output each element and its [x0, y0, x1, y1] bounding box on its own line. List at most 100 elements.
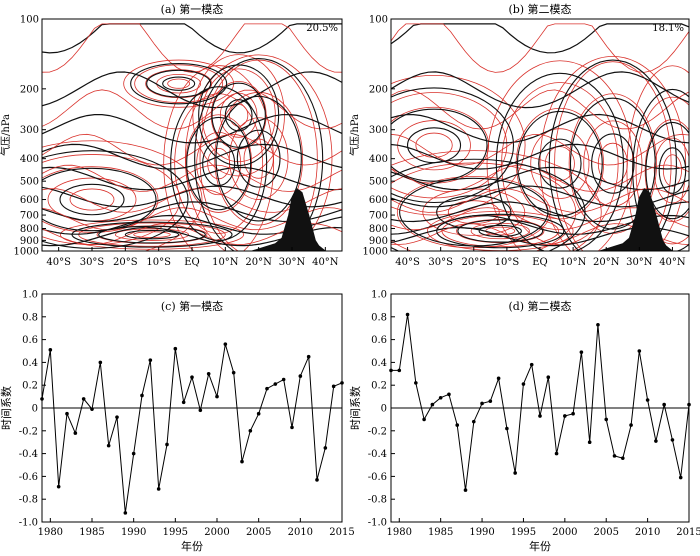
- a-red-contour: [167, 78, 191, 89]
- b-x-tick-label: 20°S: [461, 257, 486, 268]
- c-data-point: [290, 425, 294, 430]
- c-data-point: [131, 451, 136, 456]
- c-x-tick-label: 2000: [204, 527, 229, 538]
- c-x-tick-label: 1985: [79, 527, 104, 538]
- d-data-point: [480, 401, 484, 406]
- b-x-tick-label: 30°N: [626, 257, 653, 268]
- d-y-tick-label: 0.2: [371, 381, 387, 392]
- b-y-tick-label: 600: [369, 195, 388, 206]
- c-y-tick-label: 0: [32, 404, 38, 415]
- b-red-contour: [662, 154, 682, 187]
- a-red-contour: [229, 103, 249, 127]
- d-data-point: [645, 398, 650, 402]
- a-black-vortex: [170, 86, 268, 242]
- panel-a-streamlines: [42, 23, 342, 251]
- a-red-contour: [184, 54, 333, 251]
- b-black-vortex: [478, 224, 523, 238]
- c-data-point: [65, 411, 69, 416]
- a-black-vortex: [236, 129, 281, 188]
- d-y-tick-label: -0.4: [368, 449, 387, 460]
- streamline-panel-a: (a) 第一模态 20.5% 100 200 300 400 500 600 700 8009…: [0, 2, 343, 268]
- b-red-contour: [485, 226, 516, 236]
- a-x-tick-label: 30°N: [279, 257, 306, 268]
- panel-b-y-label: 气压/hPa: [348, 114, 361, 156]
- panel-c-x-label: 年份: [181, 539, 203, 553]
- c-x-tick-label: 2015: [329, 527, 354, 538]
- b-y-tick-label: 1000: [363, 247, 388, 258]
- d-data-point: [397, 368, 402, 373]
- c-data-point: [140, 393, 144, 398]
- d-data-point: [563, 414, 567, 418]
- panel-c-plot: [40, 342, 344, 515]
- a-x-tick-label: EQ: [184, 257, 200, 268]
- a-black-vortex: [215, 95, 302, 222]
- a-black-vortex: [194, 58, 324, 251]
- a-y-tick-label: 900: [20, 236, 39, 247]
- panel-c-title: (c) 第一模态: [161, 299, 223, 313]
- c-x-tick-label: 2005: [246, 527, 271, 538]
- d-data-point: [463, 488, 468, 492]
- b-black-vortex: [538, 138, 582, 189]
- a-black-vortex: [59, 183, 125, 216]
- b-black-streamline: [391, 23, 689, 54]
- a-black-streamline: [42, 71, 342, 109]
- panel-d-plot: [389, 312, 691, 492]
- b-black-vortex: [391, 87, 515, 204]
- panel-d-x-axis: 1980 1985 1990 1995 2000 2005 2010 2015: [387, 518, 700, 538]
- a-black-vortex: [130, 62, 228, 105]
- c-y-tick-label: -1.0: [19, 518, 38, 529]
- panel-a-title: (a) 第一模态: [161, 2, 224, 16]
- a-black-vortex: [198, 64, 280, 167]
- c-data-point: [248, 429, 253, 433]
- a-red-contour: [123, 59, 235, 108]
- d-y-tick-label: 0.8: [371, 312, 387, 323]
- c-y-tick-label: -0.2: [19, 426, 38, 437]
- d-y-tick-label: 0: [381, 404, 387, 415]
- a-black-vortex: [71, 221, 233, 248]
- d-x-tick-label: 2000: [552, 527, 577, 538]
- c-x-tick-label: 1995: [163, 527, 188, 538]
- b-red-contour: [653, 137, 689, 204]
- d-y-tick-label: -1.0: [368, 518, 387, 529]
- c-data-point: [156, 487, 161, 491]
- c-data-point: [48, 348, 53, 352]
- b-red-contour: [539, 56, 687, 251]
- panel-d-title: (d) 第二模态: [508, 299, 571, 313]
- d-x-tick-label: 1990: [469, 527, 494, 538]
- c-data-point: [281, 377, 286, 382]
- d-x-tick-label: 2010: [635, 527, 660, 538]
- b-x-tick-label: 20°N: [593, 257, 620, 268]
- c-data-point: [256, 411, 261, 416]
- c-x-tick-label: 2010: [288, 527, 313, 538]
- d-data-point: [414, 381, 418, 385]
- c-y-tick-label: 1.0: [22, 290, 38, 301]
- panel-c-y-label: 时间系数: [0, 386, 13, 430]
- b-red-contour: [391, 92, 508, 199]
- b-red-streamline: [391, 188, 689, 213]
- a-red-contour: [163, 65, 275, 251]
- c-x-tick-label: 1990: [121, 527, 146, 538]
- b-black-vortex: [407, 127, 462, 164]
- d-data-point: [571, 411, 575, 416]
- c-data-point: [331, 384, 336, 389]
- d-data-point: [654, 439, 658, 443]
- b-y-tick-label: 300: [369, 125, 388, 136]
- c-data-point: [298, 374, 303, 378]
- b-black-vortex: [436, 195, 512, 230]
- a-black-vortex: [98, 225, 206, 244]
- a-red-contour: [69, 188, 115, 211]
- panel-b-title: (b) 第二模态: [508, 2, 571, 16]
- a-black-vortex: [162, 76, 196, 91]
- d-data-point: [596, 322, 600, 327]
- d-y-tick-label: -0.2: [368, 426, 387, 437]
- c-x-tick-label: 1980: [38, 527, 63, 538]
- d-data-point: [620, 456, 625, 460]
- line-panel-d: (d) 第二模态 -1.0 -0.8 -0.6 -0.4 -0.2 0 0.2 0.4 0.6 0…: [349, 290, 700, 554]
- b-black-vortex: [658, 147, 687, 194]
- d-data-point: [513, 471, 517, 475]
- b-y-tick-label: 700: [369, 211, 388, 222]
- c-data-point: [181, 400, 186, 405]
- d-data-point: [678, 475, 683, 480]
- d-data-point: [579, 350, 584, 354]
